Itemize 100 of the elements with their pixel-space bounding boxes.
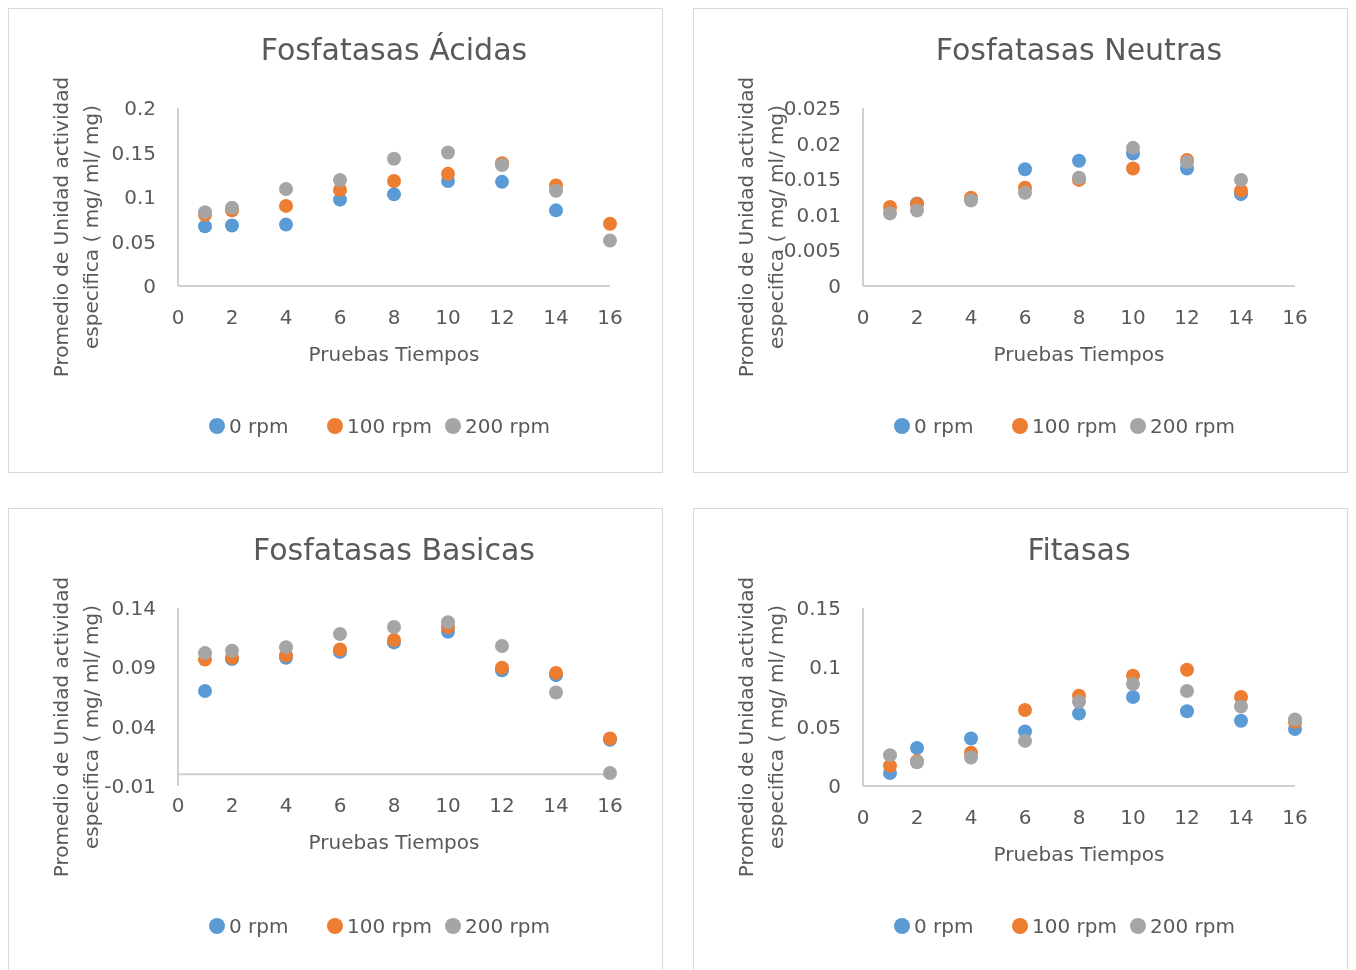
point xyxy=(1018,703,1032,718)
point xyxy=(603,233,617,248)
x-tick-label: 0 xyxy=(171,305,185,329)
y-tick-label: 0.015 xyxy=(783,167,841,192)
x-tick-label: 0 xyxy=(856,805,870,829)
y-tick-label: 0.2 xyxy=(124,96,156,120)
y-tick-label: 0.05 xyxy=(796,714,841,739)
x-tick-label: 16 xyxy=(1282,305,1308,329)
x-tick-label: 14 xyxy=(543,793,569,818)
legend-label: 200 rpm xyxy=(1150,414,1235,438)
point xyxy=(441,145,455,160)
x-tick-label: 4 xyxy=(279,793,293,818)
legend-label: 100 rpm xyxy=(347,414,432,438)
chart-title: Fosfatasas Ácidas xyxy=(260,32,528,67)
x-tick-label: 0 xyxy=(856,305,870,329)
x-tick-label: 12 xyxy=(489,793,515,818)
x-tick-label: 14 xyxy=(1228,305,1254,329)
x-tick-label: 6 xyxy=(333,305,347,329)
point xyxy=(198,684,212,699)
point xyxy=(1072,706,1086,721)
y-tick-label: 0 xyxy=(828,774,841,798)
x-tick-label: 6 xyxy=(1018,805,1032,829)
point xyxy=(1234,699,1248,714)
point xyxy=(333,173,347,188)
point xyxy=(279,198,293,213)
legend-label: 200 rpm xyxy=(465,914,550,938)
x-tick-label: 8 xyxy=(387,305,401,329)
y-tick-label: -0.01 xyxy=(104,774,156,798)
y-tick-label: 0.09 xyxy=(111,655,156,680)
y-tick-label: 0.01 xyxy=(796,202,841,227)
legend-label: 0 rpm xyxy=(914,414,974,438)
point xyxy=(1234,713,1248,728)
point xyxy=(1018,733,1032,748)
x-tick-label: 2 xyxy=(225,305,239,329)
point xyxy=(549,203,563,218)
x-tick-label: 2 xyxy=(910,805,924,829)
x-tick-label: 14 xyxy=(543,305,569,329)
legend-label: 0 rpm xyxy=(914,914,974,938)
x-tick-label: 12 xyxy=(489,305,515,329)
y-tick-label: 0 xyxy=(143,274,156,298)
y-tick-label: 0 xyxy=(828,274,841,298)
x-tick-label: 4 xyxy=(964,305,978,329)
point xyxy=(883,748,897,763)
x-axis-title: Pruebas Tiempos xyxy=(308,830,480,855)
x-tick-label: 0 xyxy=(171,793,185,818)
point xyxy=(549,183,563,198)
point xyxy=(198,646,212,661)
x-axis-title: Pruebas Tiempos xyxy=(993,342,1165,366)
point xyxy=(1018,162,1032,177)
x-tick-label: 16 xyxy=(597,793,623,818)
y-tick-label: 0.05 xyxy=(111,229,156,254)
point xyxy=(225,218,239,233)
point xyxy=(1072,694,1086,709)
point xyxy=(1018,185,1032,200)
point xyxy=(279,640,293,655)
chart-title: Fosfatasas Basicas xyxy=(253,532,535,567)
point xyxy=(387,620,401,634)
x-tick-label: 4 xyxy=(964,805,978,829)
x-tick-label: 10 xyxy=(435,793,461,818)
x-tick-label: 8 xyxy=(1072,805,1086,829)
point xyxy=(441,615,455,630)
point xyxy=(495,174,509,189)
chart-title: Fosfatasas Neutras xyxy=(935,32,1223,67)
point xyxy=(1180,684,1194,699)
point xyxy=(333,627,347,642)
x-axis-title: Pruebas Tiempos xyxy=(308,342,480,366)
point xyxy=(387,173,401,188)
y-tick-label: 0.15 xyxy=(796,596,841,620)
x-tick-label: 12 xyxy=(1174,305,1200,329)
point xyxy=(549,685,563,700)
x-tick-label: 8 xyxy=(1072,305,1086,329)
x-tick-label: 14 xyxy=(1228,805,1254,829)
y-axis-title: Promedio de Unidad actividad especifica ( mg/ ml/ mg) xyxy=(49,576,103,878)
x-tick-label: 16 xyxy=(597,305,623,329)
point xyxy=(603,765,617,780)
legend-label: 200 rpm xyxy=(465,414,550,438)
point xyxy=(883,206,897,221)
point xyxy=(1072,153,1086,168)
point xyxy=(495,638,509,653)
legend-label: 100 rpm xyxy=(1032,414,1117,438)
point xyxy=(1234,172,1248,187)
legend-label: 200 rpm xyxy=(1150,914,1235,938)
point xyxy=(603,216,617,231)
point xyxy=(387,151,401,166)
y-tick-label: 0.1 xyxy=(809,655,841,680)
point xyxy=(1126,690,1140,704)
point xyxy=(1126,676,1140,691)
y-axis-title: Promedio de Unidad actividad especifica ( mg/ ml/ mg) xyxy=(49,76,103,378)
x-tick-label: 10 xyxy=(435,305,461,329)
x-tick-label: 8 xyxy=(387,793,401,818)
point xyxy=(964,750,978,765)
point xyxy=(964,731,978,746)
x-tick-label: 6 xyxy=(333,793,347,818)
point xyxy=(279,217,293,232)
point xyxy=(1180,704,1194,719)
x-tick-label: 10 xyxy=(1120,805,1146,829)
x-tick-label: 4 xyxy=(279,305,293,329)
chart-title: Fitasas xyxy=(1027,532,1131,567)
legend-label: 100 rpm xyxy=(347,914,432,938)
point xyxy=(910,203,924,218)
